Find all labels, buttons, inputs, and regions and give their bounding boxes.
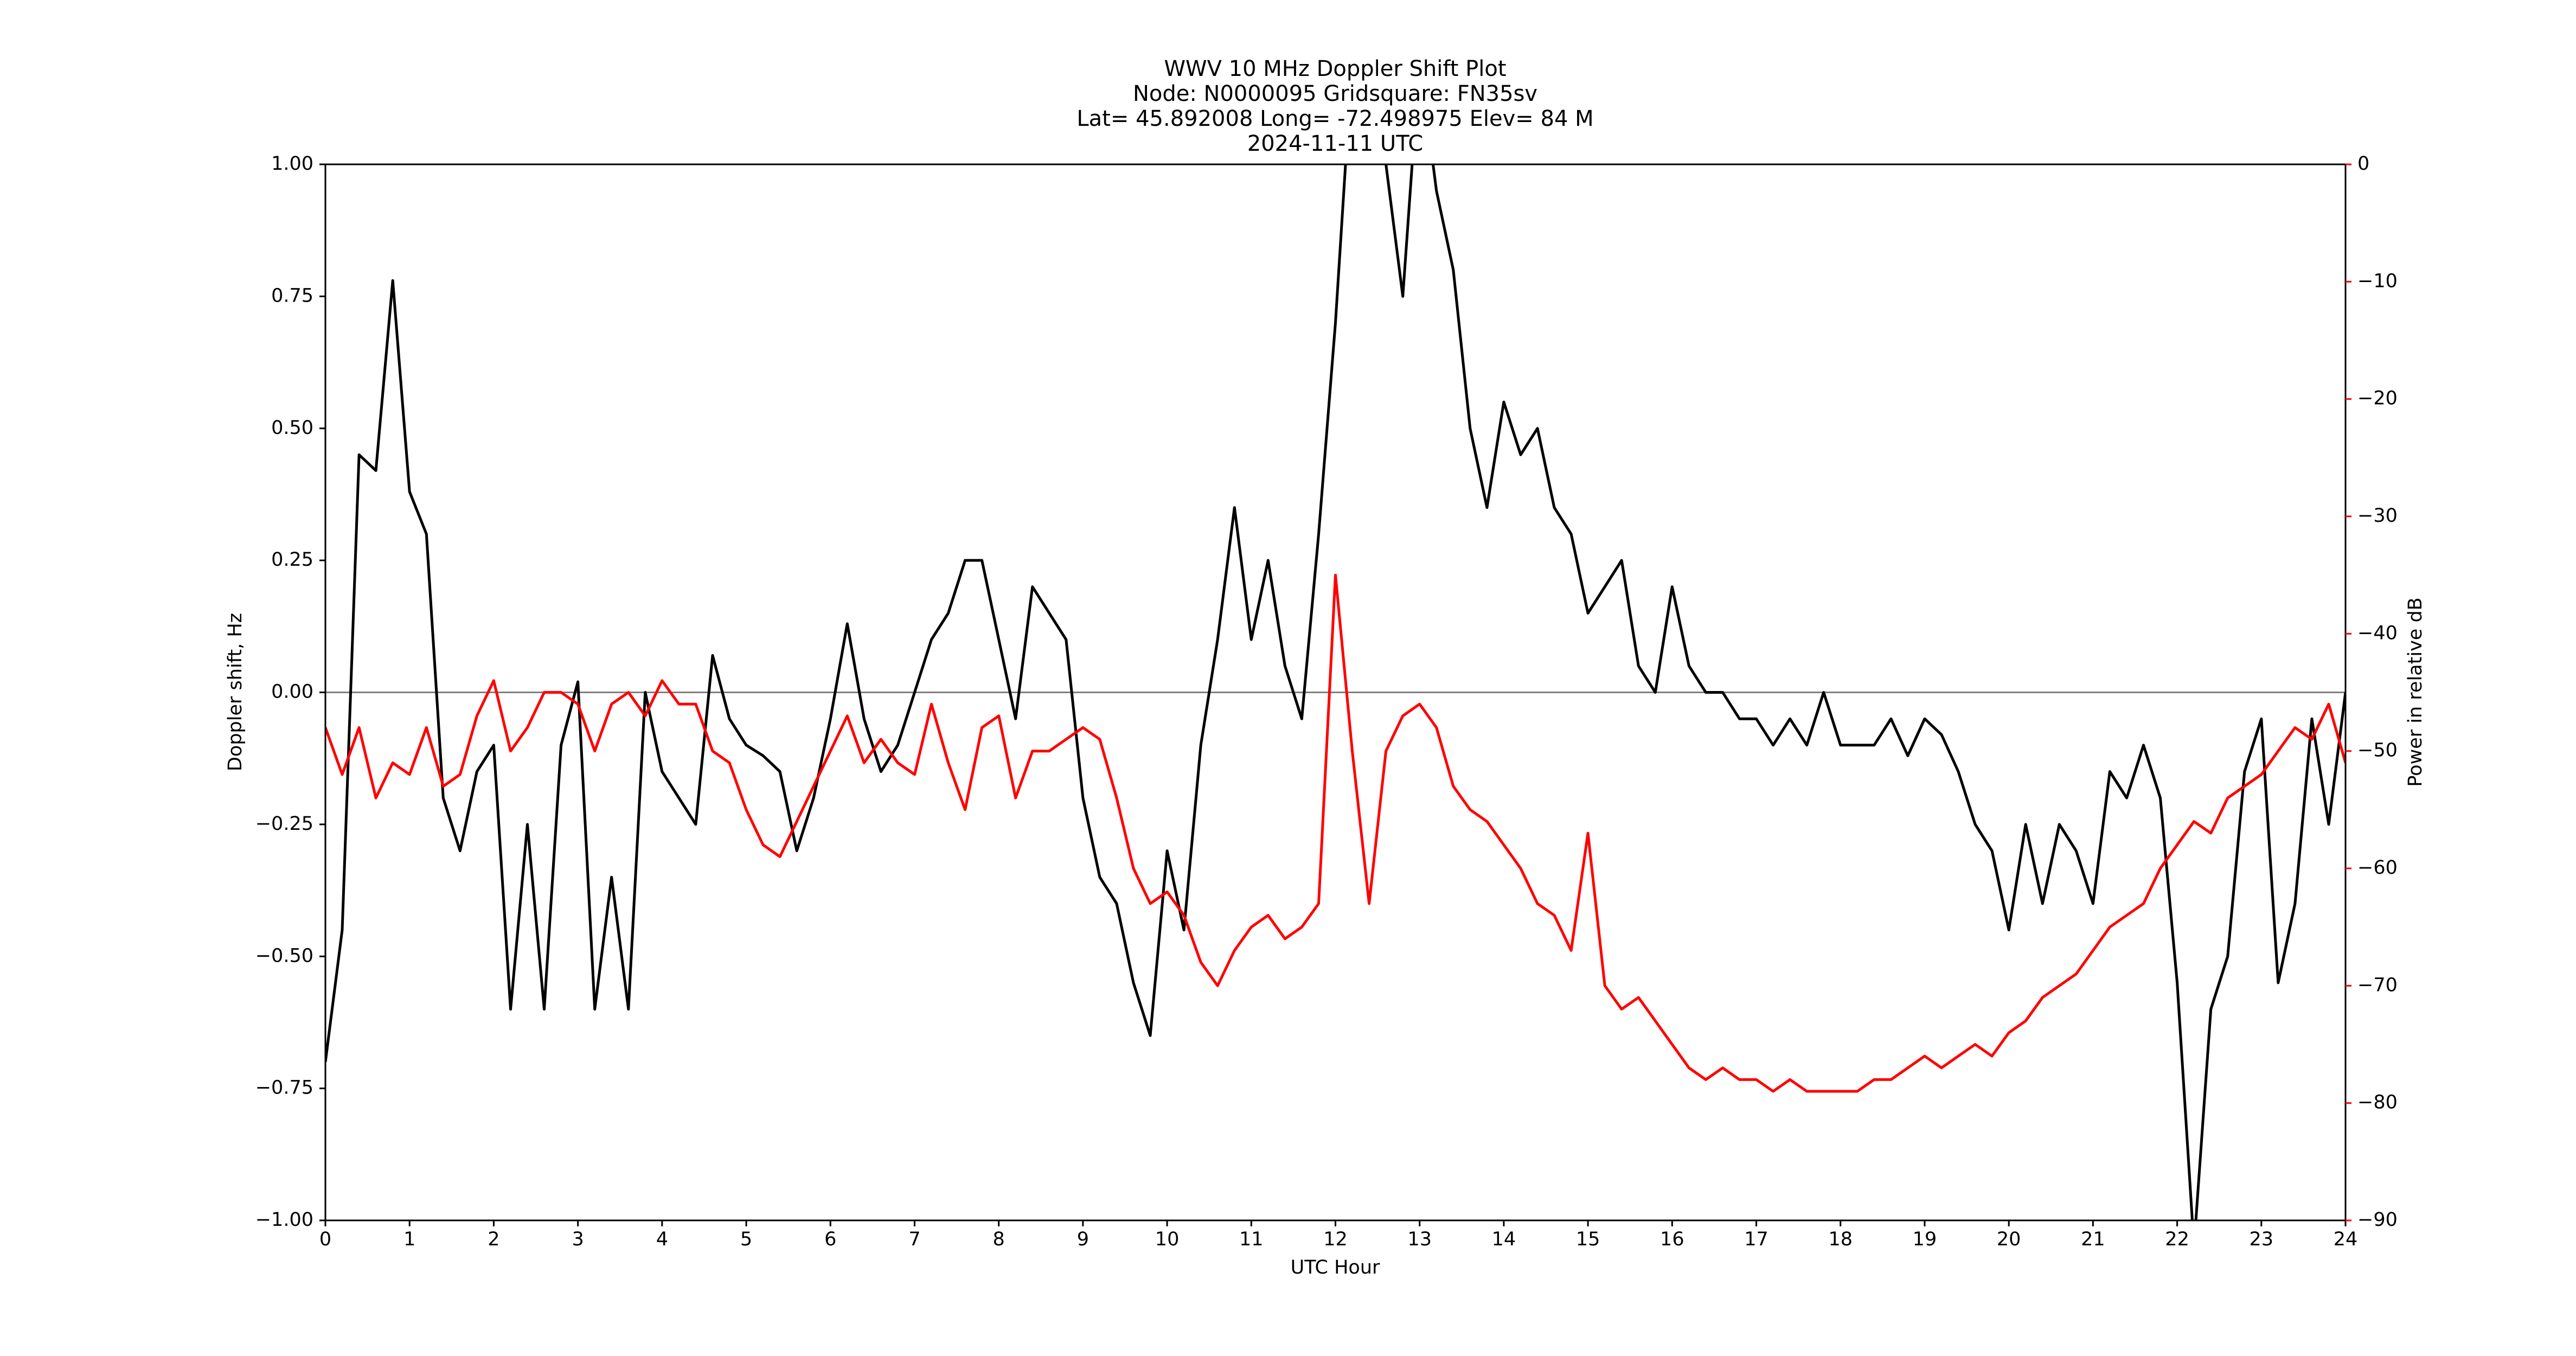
- x-tick-label: 24: [2334, 1229, 2358, 1250]
- chart-subtitle: 2024-11-11 UTC: [1247, 131, 1423, 156]
- y2-tick-label: −10: [2357, 270, 2398, 292]
- y2-tick-label: −30: [2357, 505, 2398, 527]
- x-tick-label: 9: [1077, 1229, 1089, 1250]
- y-tick-label: 0.00: [271, 681, 313, 703]
- y-tick-label: 1.00: [271, 153, 313, 175]
- y-tick-label: 0.75: [271, 285, 313, 306]
- x-tick-label: 23: [2250, 1229, 2274, 1250]
- y-tick-label: −1.00: [255, 1209, 313, 1231]
- x-tick-label: 8: [993, 1229, 1005, 1250]
- x-tick-label: 22: [2165, 1229, 2189, 1250]
- x-tick-label: 1: [403, 1229, 415, 1250]
- chart-subtitle: Node: N0000095 Gridsquare: FN35sv: [1133, 81, 1537, 106]
- x-tick-label: 17: [1744, 1229, 1768, 1250]
- x-tick-label: 5: [740, 1229, 752, 1250]
- x-tick-label: 21: [2081, 1229, 2105, 1250]
- chart-subtitle: Lat= 45.892008 Long= -72.498975 Elev= 84…: [1076, 106, 1593, 131]
- y2-tick-label: −40: [2357, 622, 2398, 644]
- y2-tick-label: −50: [2357, 740, 2398, 762]
- y2-tick-label: −80: [2357, 1092, 2398, 1114]
- x-tick-label: 2: [488, 1229, 499, 1250]
- x-tick-label: 12: [1323, 1229, 1348, 1250]
- y2-tick-label: −60: [2357, 857, 2398, 879]
- y-tick-label: 0.25: [271, 549, 313, 571]
- x-tick-label: 18: [1828, 1229, 1853, 1250]
- plot-lines: [325, 164, 2346, 1220]
- x-tick-label: 4: [656, 1229, 668, 1250]
- y-axis-label: Doppler shift, Hz: [225, 613, 246, 771]
- x-tick-label: 16: [1660, 1229, 1684, 1250]
- x-tick-label: 0: [319, 1229, 331, 1250]
- x-tick-label: 19: [1913, 1229, 1937, 1250]
- y2-tick-label: 0: [2357, 153, 2369, 175]
- data-line: [325, 164, 2346, 1220]
- y-tick-label: 0.50: [271, 417, 313, 439]
- y2-axis-label: Power in relative dB: [2405, 597, 2426, 786]
- x-tick-label: 10: [1155, 1229, 1180, 1250]
- y-tick-label: −0.75: [255, 1077, 313, 1099]
- x-tick-label: 7: [908, 1229, 920, 1250]
- x-tick-label: 20: [1997, 1229, 2021, 1250]
- y2-tick-label: −90: [2357, 1209, 2398, 1231]
- y-tick-label: −0.25: [255, 813, 313, 835]
- x-tick-label: 15: [1576, 1229, 1600, 1250]
- x-tick-label: 3: [572, 1229, 584, 1250]
- x-tick-label: 14: [1492, 1229, 1516, 1250]
- x-tick-label: 6: [824, 1229, 836, 1250]
- y2-tick-label: −70: [2357, 974, 2398, 996]
- x-axis-label: UTC Hour: [1291, 1257, 1380, 1278]
- y2-tick-label: −20: [2357, 388, 2398, 410]
- data-line: [325, 573, 2346, 1093]
- chart-title: WWV 10 MHz Doppler Shift Plot: [1164, 56, 1506, 81]
- y-tick-label: −0.50: [255, 945, 313, 967]
- x-tick-label: 13: [1407, 1229, 1432, 1250]
- x-tick-label: 11: [1239, 1229, 1264, 1250]
